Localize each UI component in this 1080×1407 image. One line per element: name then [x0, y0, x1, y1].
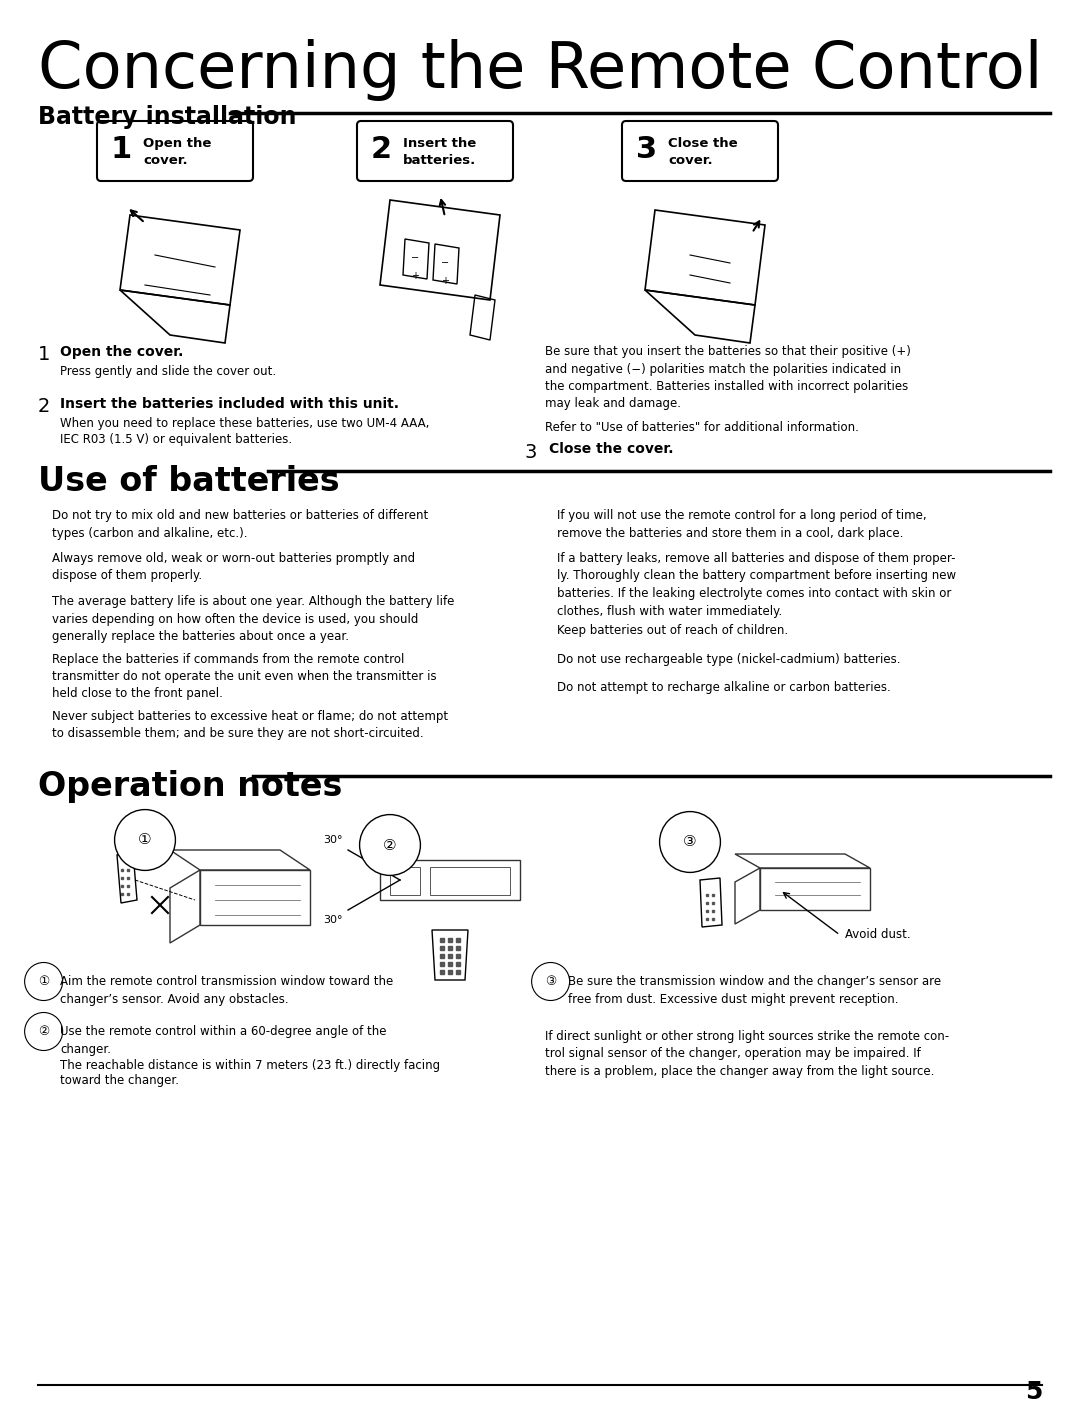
Text: When you need to replace these batteries, use two UM-4 AAA,: When you need to replace these batteries…: [60, 416, 430, 431]
FancyBboxPatch shape: [622, 121, 778, 182]
Text: Close the: Close the: [669, 136, 738, 151]
Text: 2: 2: [372, 135, 392, 165]
Text: Do not use rechargeable type (nickel-cadmium) batteries.: Do not use rechargeable type (nickel-cad…: [557, 653, 901, 666]
Text: Do not attempt to recharge alkaline or carbon batteries.: Do not attempt to recharge alkaline or c…: [557, 681, 891, 694]
Text: Use the remote control within a 60-degree angle of the
changer.: Use the remote control within a 60-degre…: [60, 1026, 387, 1055]
Text: Never subject batteries to excessive heat or flame; do not attempt
to disassembl: Never subject batteries to excessive hea…: [52, 711, 448, 740]
Text: 3: 3: [525, 443, 538, 461]
FancyBboxPatch shape: [357, 121, 513, 182]
Text: 2: 2: [38, 397, 51, 416]
Text: IEC R03 (1.5 V) or equivalent batteries.: IEC R03 (1.5 V) or equivalent batteries.: [60, 433, 292, 446]
Text: −: −: [410, 253, 419, 263]
Text: −: −: [441, 257, 449, 267]
Text: Insert the batteries included with this unit.: Insert the batteries included with this …: [60, 397, 399, 411]
Text: 3: 3: [636, 135, 657, 165]
Text: If a battery leaks, remove all batteries and dispose of them proper-
ly. Thoroug: If a battery leaks, remove all batteries…: [557, 552, 956, 618]
Text: Open the: Open the: [143, 136, 212, 151]
Text: batteries.: batteries.: [403, 153, 476, 167]
Text: cover.: cover.: [669, 153, 713, 167]
Text: Battery installation: Battery installation: [38, 106, 297, 129]
Text: 30°: 30°: [324, 915, 343, 924]
Text: Open the cover.: Open the cover.: [60, 345, 184, 359]
Text: ①: ①: [38, 975, 50, 988]
Text: The average battery life is about one year. Although the battery life
varies dep: The average battery life is about one ye…: [52, 595, 455, 643]
Text: 5: 5: [1025, 1380, 1042, 1404]
Text: Do not try to mix old and new batteries or batteries of different
types (carbon : Do not try to mix old and new batteries …: [52, 509, 429, 539]
Text: Operation notes: Operation notes: [38, 770, 342, 803]
Text: ①: ①: [138, 833, 152, 847]
Text: Replace the batteries if commands from the remote control
transmitter do not ope: Replace the batteries if commands from t…: [52, 653, 436, 701]
Text: Refer to "Use of batteries" for additional information.: Refer to "Use of batteries" for addition…: [545, 421, 859, 433]
Text: Concerning the Remote Control: Concerning the Remote Control: [38, 39, 1042, 101]
Text: If direct sunlight or other strong light sources strike the remote con-
trol sig: If direct sunlight or other strong light…: [545, 1030, 949, 1078]
Text: Keep batteries out of reach of children.: Keep batteries out of reach of children.: [557, 623, 788, 637]
Text: +: +: [411, 272, 419, 281]
Text: ③: ③: [545, 975, 556, 988]
Text: Aim the remote control transmission window toward the
changer’s sensor. Avoid an: Aim the remote control transmission wind…: [60, 975, 393, 1006]
Text: 1: 1: [38, 345, 51, 364]
Text: 1: 1: [111, 135, 132, 165]
Text: Be sure the transmission window and the changer’s sensor are
free from dust. Exc: Be sure the transmission window and the …: [568, 975, 941, 1006]
FancyBboxPatch shape: [97, 121, 253, 182]
Text: Always remove old, weak or worn-out batteries promptly and
dispose of them prope: Always remove old, weak or worn-out batt…: [52, 552, 415, 582]
Text: +: +: [441, 276, 449, 286]
Text: Close the cover.: Close the cover.: [549, 442, 674, 456]
Text: Be sure that you insert the batteries so that their positive (+)
and negative (−: Be sure that you insert the batteries so…: [545, 345, 910, 411]
Text: cover.: cover.: [143, 153, 188, 167]
Text: Avoid dust.: Avoid dust.: [845, 929, 910, 941]
Text: ③: ③: [684, 834, 697, 850]
Text: 30°: 30°: [324, 834, 343, 846]
Text: ②: ②: [383, 837, 396, 853]
Text: Use of batteries: Use of batteries: [38, 464, 339, 498]
Text: If you will not use the remote control for a long period of time,
remove the bat: If you will not use the remote control f…: [557, 509, 927, 539]
Text: Press gently and slide the cover out.: Press gently and slide the cover out.: [60, 364, 276, 378]
Text: toward the changer.: toward the changer.: [60, 1074, 179, 1088]
Text: Insert the: Insert the: [403, 136, 476, 151]
Text: The reachable distance is within 7 meters (23 ft.) directly facing: The reachable distance is within 7 meter…: [60, 1059, 441, 1072]
Text: ②: ②: [38, 1026, 50, 1038]
